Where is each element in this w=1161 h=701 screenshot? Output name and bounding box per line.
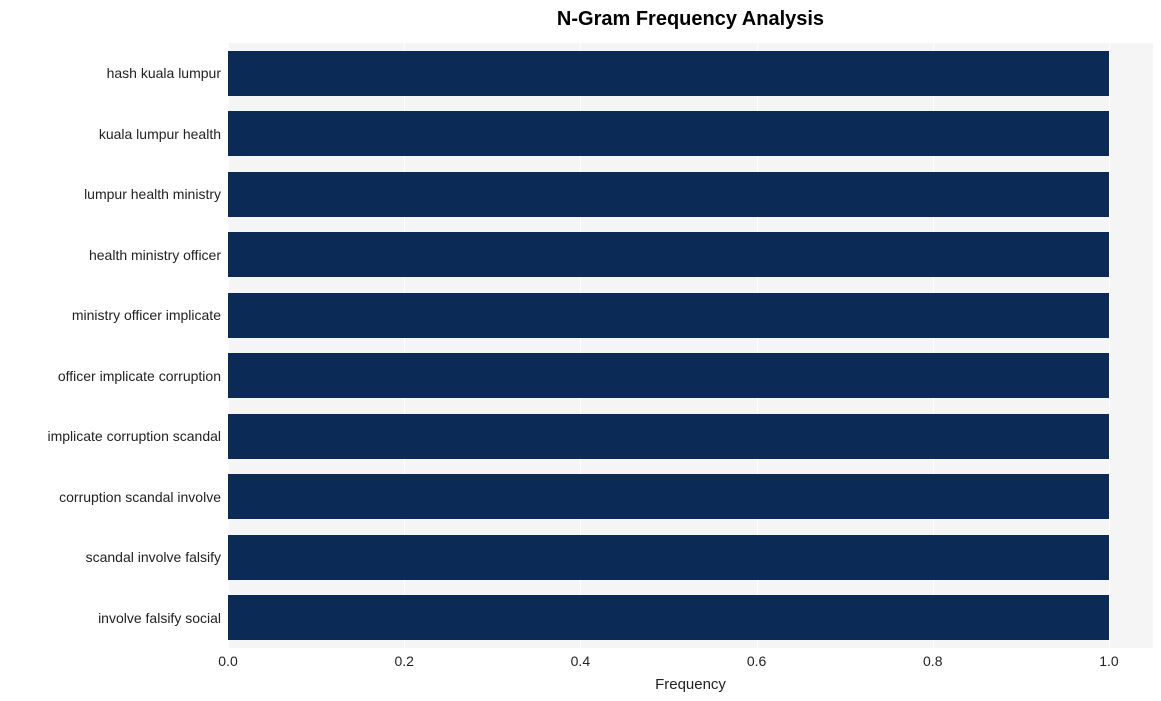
y-tick-label: hash kuala lumpur [11,65,221,81]
chart-title: N-Gram Frequency Analysis [228,8,1153,31]
x-tick-label: 0.4 [571,653,590,669]
y-tick-label: implicate corruption scandal [11,428,221,444]
bar [228,232,1109,277]
y-tick-label: corruption scandal involve [11,489,221,505]
y-tick-label: scandal involve falsify [11,549,221,565]
y-tick-label: officer implicate corruption [11,368,221,384]
bar [228,595,1109,640]
bar [228,172,1109,217]
y-tick-label: ministry officer implicate [11,307,221,323]
y-tick-label: health ministry officer [11,247,221,263]
bar [228,474,1109,519]
x-tick-label: 0.2 [394,653,413,669]
ngram-frequency-chart: N-Gram Frequency Analysis Frequency 0.0 0… [8,8,1153,693]
x-axis-title: Frequency [228,676,1153,693]
bar [228,51,1109,96]
bar [228,414,1109,459]
x-tick-label: 1.0 [1099,653,1118,669]
grid-line [1109,43,1110,648]
x-tick-label: 0.0 [218,653,237,669]
plot-area [228,43,1153,648]
y-tick-label: lumpur health ministry [11,186,221,202]
bar [228,353,1109,398]
x-tick-label: 0.6 [747,653,766,669]
y-tick-label: kuala lumpur health [11,126,221,142]
bar [228,535,1109,580]
y-tick-label: involve falsify social [11,610,221,626]
bar [228,111,1109,156]
x-tick-label: 0.8 [923,653,942,669]
bar [228,293,1109,338]
